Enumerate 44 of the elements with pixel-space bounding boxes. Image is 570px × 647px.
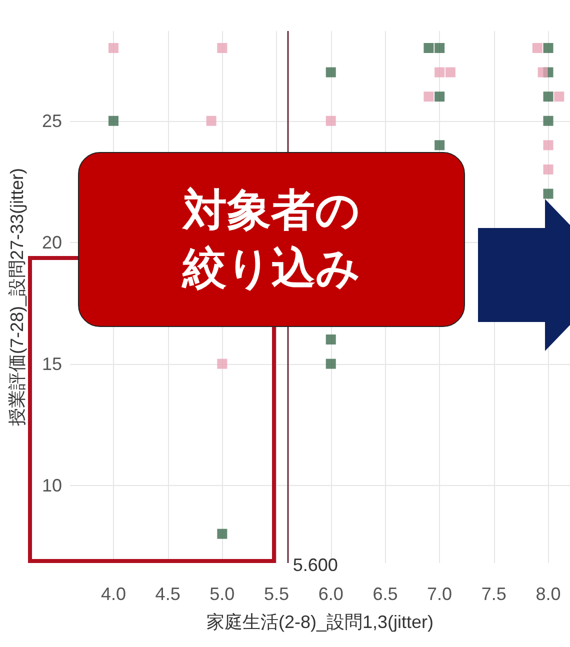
- y-tick-label: 20: [42, 232, 62, 252]
- point: [543, 92, 554, 102]
- point: [424, 43, 434, 54]
- x-tick-label: 6.0: [318, 584, 344, 604]
- point: [543, 164, 554, 174]
- point: [217, 528, 228, 539]
- x-tick-label: 4.0: [100, 584, 126, 604]
- point: [217, 43, 228, 54]
- callout-box: 対象者の絞り込み: [78, 152, 465, 327]
- point: [543, 116, 554, 126]
- point: [424, 92, 434, 102]
- point: [434, 67, 445, 78]
- y-tick-label: 15: [42, 354, 62, 374]
- point: [532, 43, 542, 54]
- point: [206, 116, 216, 126]
- y-tick-label: 10: [42, 475, 62, 496]
- point: [554, 92, 564, 102]
- point: [326, 67, 336, 78]
- x-tick-label: 5.0: [210, 584, 235, 604]
- point: [543, 43, 554, 54]
- y-axis-title: 授業評価(7-28)_設問27-33(jitter): [7, 168, 27, 426]
- point: [108, 116, 118, 126]
- x-tick-label: 4.5: [155, 584, 180, 604]
- point: [326, 334, 336, 345]
- point: [434, 43, 445, 54]
- x-axis-title: 家庭生活(2-8)_設問1,3(jitter): [206, 612, 434, 632]
- x-tick-label: 7.0: [427, 584, 452, 604]
- x-tick-label: 6.5: [372, 584, 398, 604]
- point: [108, 43, 118, 54]
- point: [434, 92, 445, 102]
- point: [538, 67, 548, 78]
- point: [217, 358, 228, 369]
- annotation: 対象者の絞り込み: [180, 184, 362, 296]
- x-tick-label: 5.5: [264, 584, 290, 604]
- point: [326, 358, 336, 369]
- x-tick-label: 7.5: [481, 584, 506, 604]
- y-tick-label: 25: [42, 110, 62, 131]
- ref-line-label: 5.600: [292, 555, 338, 575]
- point: [326, 116, 336, 126]
- point: [543, 188, 554, 199]
- point: [434, 140, 445, 150]
- point: [445, 67, 456, 78]
- x-tick-label: 8.0: [536, 584, 561, 604]
- point: [543, 140, 554, 150]
